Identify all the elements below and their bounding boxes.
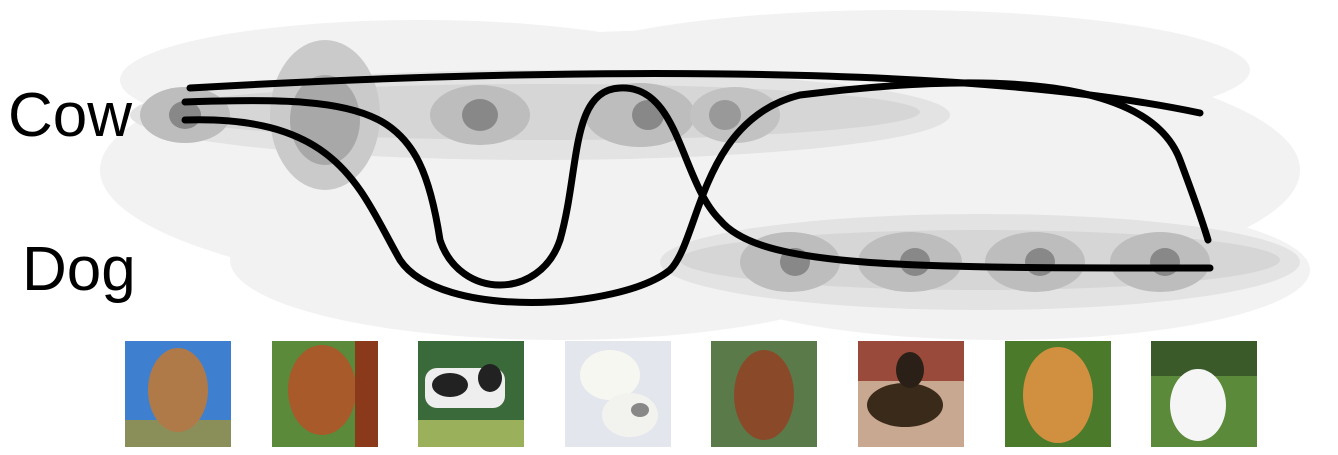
thumbnail [858,341,964,447]
thumbnail [565,341,671,447]
trajectories [181,70,1214,306]
thumbnail [1005,341,1111,447]
thumbnail [272,341,378,447]
trajectory [181,79,1212,306]
trajectory [181,84,1214,289]
class-label: Cow [8,81,132,150]
thumbnail [711,341,817,447]
thumbnail [1151,341,1257,447]
dog-cluster [660,214,1300,310]
thumbnail [125,341,231,447]
thumbnail [418,341,524,447]
class-label: Dog [22,235,136,304]
thumbnails [125,341,1257,447]
